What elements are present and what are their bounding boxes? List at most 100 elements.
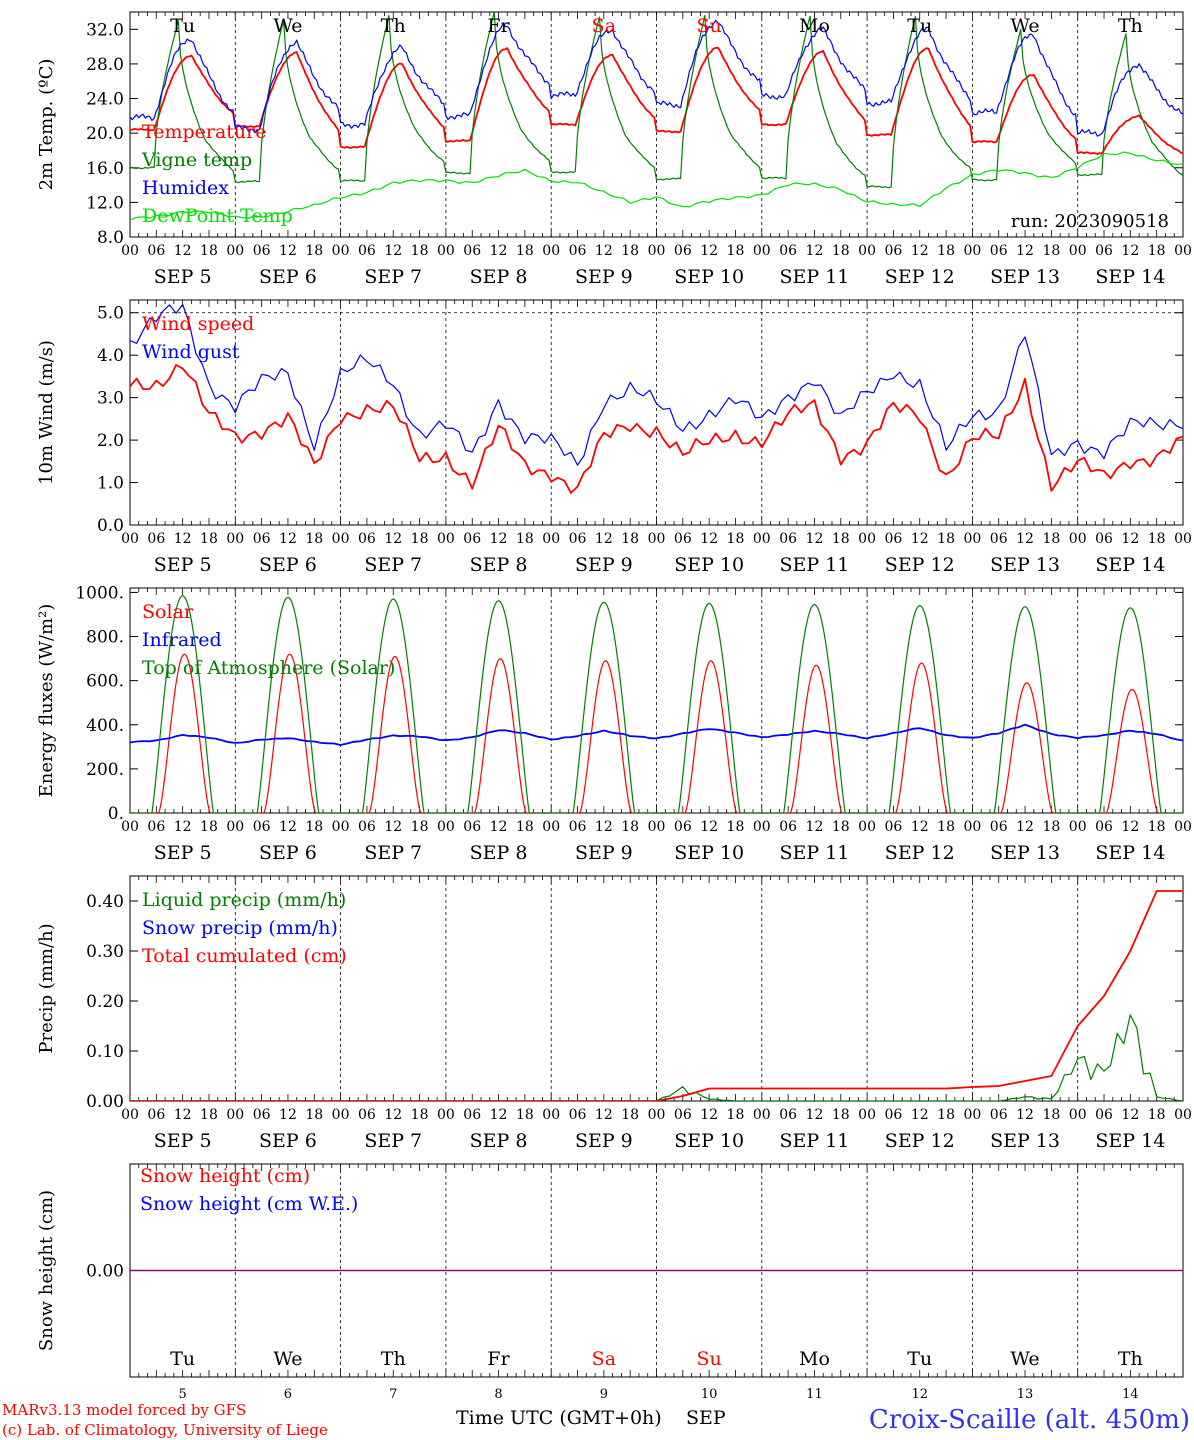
hour-tick-label: 06 (885, 819, 903, 835)
hour-tick-label: 06 (674, 819, 692, 835)
y-tick-label: 1000. (75, 583, 124, 603)
hour-tick-label: 18 (200, 1107, 218, 1123)
day-number: 5 (179, 1387, 187, 1402)
hour-tick-label: 12 (595, 531, 613, 547)
series-line (130, 46, 1183, 155)
hour-tick-label: 00 (542, 1107, 560, 1123)
date-label: SEP 9 (575, 1130, 633, 1152)
date-label: SEP 7 (364, 842, 422, 864)
hour-tick-label: 12 (1016, 819, 1034, 835)
hour-tick-label: 00 (753, 819, 771, 835)
hour-tick-label: 00 (753, 243, 771, 259)
date-label: SEP 14 (1095, 554, 1165, 576)
hour-tick-label: 06 (253, 531, 271, 547)
date-label: SEP 13 (990, 266, 1060, 288)
hour-tick-label: 12 (279, 531, 297, 547)
hour-tick-label: 06 (779, 531, 797, 547)
day-number: 12 (911, 1387, 928, 1402)
minor-ticks (129, 588, 1184, 813)
hour-tick-label: 18 (411, 819, 429, 835)
weekday-label: We (273, 1348, 302, 1370)
series-group (130, 890, 1183, 1101)
hour-tick-label: 18 (516, 531, 534, 547)
date-label: SEP 5 (154, 266, 212, 288)
hour-tick-label: 06 (253, 243, 271, 259)
hour-tick-label: 06 (674, 531, 692, 547)
hour-tick-label: 00 (858, 819, 876, 835)
hour-tick-label: 00 (542, 819, 560, 835)
weekday-label: Th (1118, 15, 1143, 37)
hour-tick-label: 12 (700, 1107, 718, 1123)
weekday-label: Tu (170, 15, 195, 37)
y-axis-label: 2m Temp. (ºC) (36, 59, 57, 191)
date-label: SEP 7 (364, 1130, 422, 1152)
date-label: SEP 11 (780, 266, 850, 288)
hour-tick-label: 00 (648, 531, 666, 547)
date-label: SEP 6 (259, 266, 317, 288)
date-label: SEP 14 (1095, 1130, 1165, 1152)
legend-entry: Snow precip (mm/h) (142, 917, 338, 939)
date-label: SEP 6 (259, 842, 317, 864)
hour-tick-label: 18 (832, 1107, 850, 1123)
hour-tick-label: 06 (779, 243, 797, 259)
y-tick-label: 5.0 (97, 304, 124, 324)
date-label: SEP 10 (674, 842, 744, 864)
date-label: SEP 14 (1095, 266, 1165, 288)
hour-tick-label: 00 (437, 819, 455, 835)
weekday-label: Tu (170, 1348, 195, 1370)
hour-tick-label: 00 (1069, 819, 1087, 835)
series-line (130, 151, 1183, 221)
hour-tick-label: 06 (358, 531, 376, 547)
hour-tick-label: 18 (727, 243, 745, 259)
y-tick-label: 0. (108, 804, 124, 824)
panel-frame (129, 587, 1184, 814)
hour-tick-label: 06 (147, 1107, 165, 1123)
hour-tick-label: 12 (174, 819, 192, 835)
x-axis-label: Time UTC (GMT+0h) (456, 1407, 662, 1429)
day-number: 9 (600, 1387, 608, 1402)
hour-tick-label: 18 (305, 819, 323, 835)
hour-tick-label: 06 (569, 1107, 587, 1123)
series-line (130, 653, 1183, 813)
legend-entry: Liquid precip (mm/h) (142, 889, 346, 911)
legend-entry: Humidex (142, 177, 229, 199)
hour-tick-label: 12 (174, 531, 192, 547)
day-number: 14 (1122, 1387, 1139, 1402)
hour-tick-label: 00 (332, 819, 350, 835)
hour-tick-label: 18 (621, 243, 639, 259)
series-line (130, 595, 1183, 813)
month-label: SEP (686, 1407, 726, 1429)
hour-tick-label: 00 (542, 531, 560, 547)
hour-tick-label: 06 (463, 819, 481, 835)
weekday-label: Tu (907, 1348, 932, 1370)
hour-tick-label: 18 (200, 819, 218, 835)
series-line (130, 12, 1183, 189)
weekday-label: We (273, 15, 302, 37)
date-label: SEP 5 (154, 1130, 212, 1152)
hour-tick-label: 00 (858, 531, 876, 547)
hour-tick-label: 06 (674, 243, 692, 259)
legend-entry: Infrared (142, 629, 222, 651)
series-line (130, 890, 1183, 1101)
weekday-label: Th (381, 15, 406, 37)
hour-tick-label: 12 (806, 243, 824, 259)
hour-tick-label: 12 (279, 1107, 297, 1123)
hour-tick-label: 12 (806, 819, 824, 835)
hour-tick-label: 00 (1069, 243, 1087, 259)
hour-tick-label: 12 (384, 819, 402, 835)
hour-tick-label: 12 (490, 531, 508, 547)
date-label: SEP 10 (674, 554, 744, 576)
hour-tick-label: 06 (990, 531, 1008, 547)
date-label: SEP 10 (674, 1130, 744, 1152)
hour-tick-label: 12 (1016, 531, 1034, 547)
y-tick-label: 200. (86, 760, 124, 780)
hour-tick-label: 18 (1042, 531, 1060, 547)
hour-tick-label: 00 (226, 819, 244, 835)
panel-2: 0.0 1.0 2.0 3.0 4.0 5.0 10m Wind (m/s) 00 06 12 18… (36, 299, 1192, 576)
hour-tick-label: 12 (384, 243, 402, 259)
hour-tick-label: 06 (253, 819, 271, 835)
panel-1: 8.0 12.0 16.0 20.0 24.0 28.0 32.0 2m Temp. (ºC)… (36, 11, 1192, 288)
y-axis-label: 10m Wind (m/s) (36, 340, 57, 485)
y-tick-label: 12.0 (86, 193, 124, 213)
y-tick-label: 8.0 (97, 228, 124, 248)
